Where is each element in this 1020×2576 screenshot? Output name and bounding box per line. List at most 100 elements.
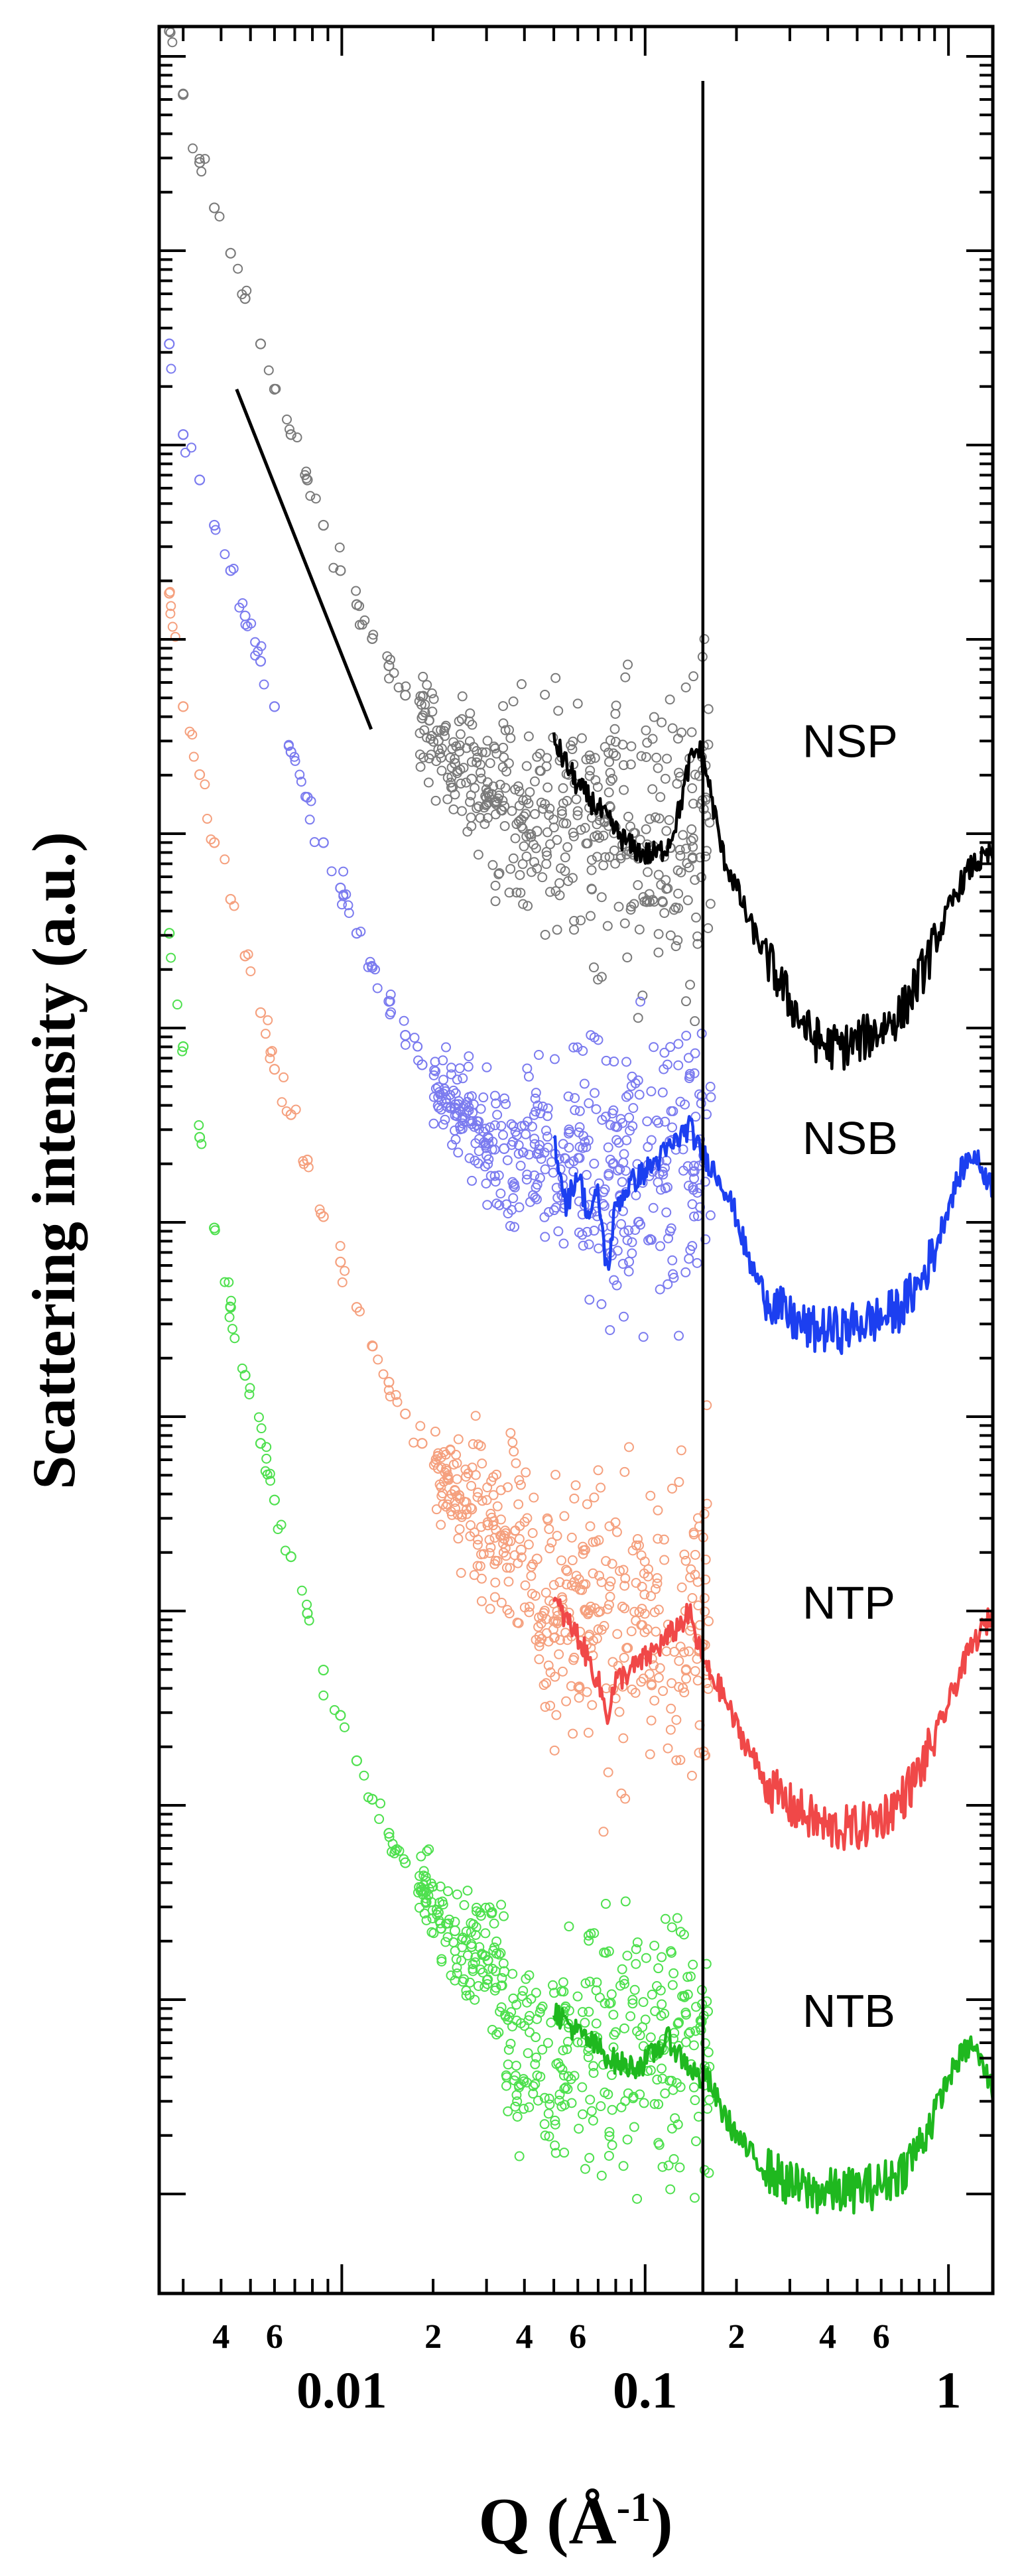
point-ntb xyxy=(622,2134,633,2145)
waxs-line-ntb xyxy=(552,2002,995,2215)
point-ntb xyxy=(670,2113,680,2124)
point-nsp xyxy=(596,972,607,982)
point-nsp xyxy=(514,786,525,797)
point-ntp xyxy=(636,1550,647,1561)
point-nsp xyxy=(541,859,552,869)
waxs-line-nsb xyxy=(552,1115,994,1356)
point-nsb xyxy=(533,1148,544,1159)
point-ntp xyxy=(520,1580,531,1590)
point-nsb xyxy=(372,983,383,994)
point-ntp xyxy=(700,1606,710,1617)
point-ntb xyxy=(531,2032,541,2043)
point-nsb xyxy=(623,1266,634,1277)
point-ntb xyxy=(683,2028,694,2039)
point-ntb xyxy=(481,1974,492,1985)
point-nsb xyxy=(385,990,396,1000)
point-nsb xyxy=(613,1137,624,1148)
point-nsp xyxy=(507,806,517,816)
point-nsp xyxy=(576,733,587,743)
point-ntb xyxy=(619,2023,629,2033)
point-ntb xyxy=(672,2018,683,2029)
point-nsb xyxy=(609,1057,619,1067)
point-nsb xyxy=(609,1275,619,1285)
point-ntp xyxy=(466,1480,477,1491)
point-ntb xyxy=(164,928,175,939)
point-ntp xyxy=(400,1408,411,1419)
point-nsb xyxy=(505,1221,515,1232)
point-ntb xyxy=(210,1225,220,1236)
point-ntb xyxy=(519,2104,529,2114)
point-nsp xyxy=(521,831,532,842)
point-ntb xyxy=(512,2112,523,2122)
point-ntp xyxy=(472,1539,483,1550)
point-nsb xyxy=(294,769,305,780)
point-nsp xyxy=(456,806,467,816)
point-ntp xyxy=(477,1496,487,1506)
point-nsp xyxy=(491,796,501,806)
point-nsp xyxy=(282,414,292,424)
point-ntp xyxy=(675,1642,686,1652)
point-nsp xyxy=(696,872,707,883)
point-ntp xyxy=(561,1579,572,1590)
point-nsb xyxy=(483,1159,493,1169)
point-ntb xyxy=(225,1301,235,1312)
point-nsp xyxy=(479,818,490,829)
point-ntp xyxy=(373,1354,383,1365)
point-ntp xyxy=(490,1555,501,1566)
point-nsb xyxy=(250,650,261,661)
series-label-ntb: NTB xyxy=(802,1985,895,2037)
point-nsb xyxy=(446,1063,456,1073)
point-ntb xyxy=(223,1277,234,1287)
point-ntb xyxy=(528,2089,539,2099)
point-ntb xyxy=(625,2011,636,2022)
point-ntb xyxy=(584,2153,595,2163)
point-nsb xyxy=(666,1223,676,1234)
point-nsb xyxy=(621,1057,632,1067)
point-ntb xyxy=(280,1545,290,1556)
point-nsp xyxy=(673,888,684,899)
point-ntp xyxy=(544,1523,554,1534)
point-nsb xyxy=(578,1240,588,1251)
point-ntp xyxy=(580,1579,591,1590)
point-ntb xyxy=(498,1958,509,1968)
point-nsb xyxy=(464,1051,474,1062)
point-nsb xyxy=(611,1135,622,1145)
point-ntb xyxy=(491,2029,502,2040)
point-ntb xyxy=(497,1972,507,1983)
point-ntb xyxy=(566,2098,577,2108)
point-ntb xyxy=(440,1937,451,1947)
point-ntb xyxy=(665,2184,676,2195)
point-nsp xyxy=(292,432,302,443)
point-ntp xyxy=(659,1534,669,1545)
point-ntp xyxy=(485,1604,495,1614)
point-ntb xyxy=(172,999,182,1010)
point-ntb xyxy=(607,2140,617,2150)
point-ntp xyxy=(378,1369,389,1380)
point-ntp xyxy=(431,1504,442,1515)
point-ntb xyxy=(695,2016,706,2026)
point-ntp xyxy=(534,1612,544,1623)
point-ntp xyxy=(548,1580,559,1590)
point-ntp xyxy=(416,1438,428,1449)
point-ntb xyxy=(461,1990,472,2001)
point-nsb xyxy=(660,1183,670,1194)
point-ntp xyxy=(562,1635,573,1645)
point-ntb xyxy=(688,1959,698,1970)
point-ntp xyxy=(476,1521,487,1532)
point-nsp xyxy=(600,741,610,752)
point-ntb xyxy=(649,1941,660,1951)
point-ntb xyxy=(256,1423,267,1434)
point-nsp xyxy=(481,793,491,803)
point-ntb xyxy=(584,2006,594,2017)
point-ntb xyxy=(530,2079,541,2089)
point-ntb xyxy=(558,1977,568,1988)
point-ntb xyxy=(606,2070,617,2081)
point-nsb xyxy=(532,1179,542,1190)
point-nsb xyxy=(655,1284,665,1295)
point-ntb xyxy=(562,2044,572,2055)
point-nsb xyxy=(466,1091,477,1102)
point-ntp xyxy=(523,1539,534,1550)
point-nsp xyxy=(271,383,281,394)
point-nsp xyxy=(508,853,519,864)
point-ntb xyxy=(604,2127,615,2138)
